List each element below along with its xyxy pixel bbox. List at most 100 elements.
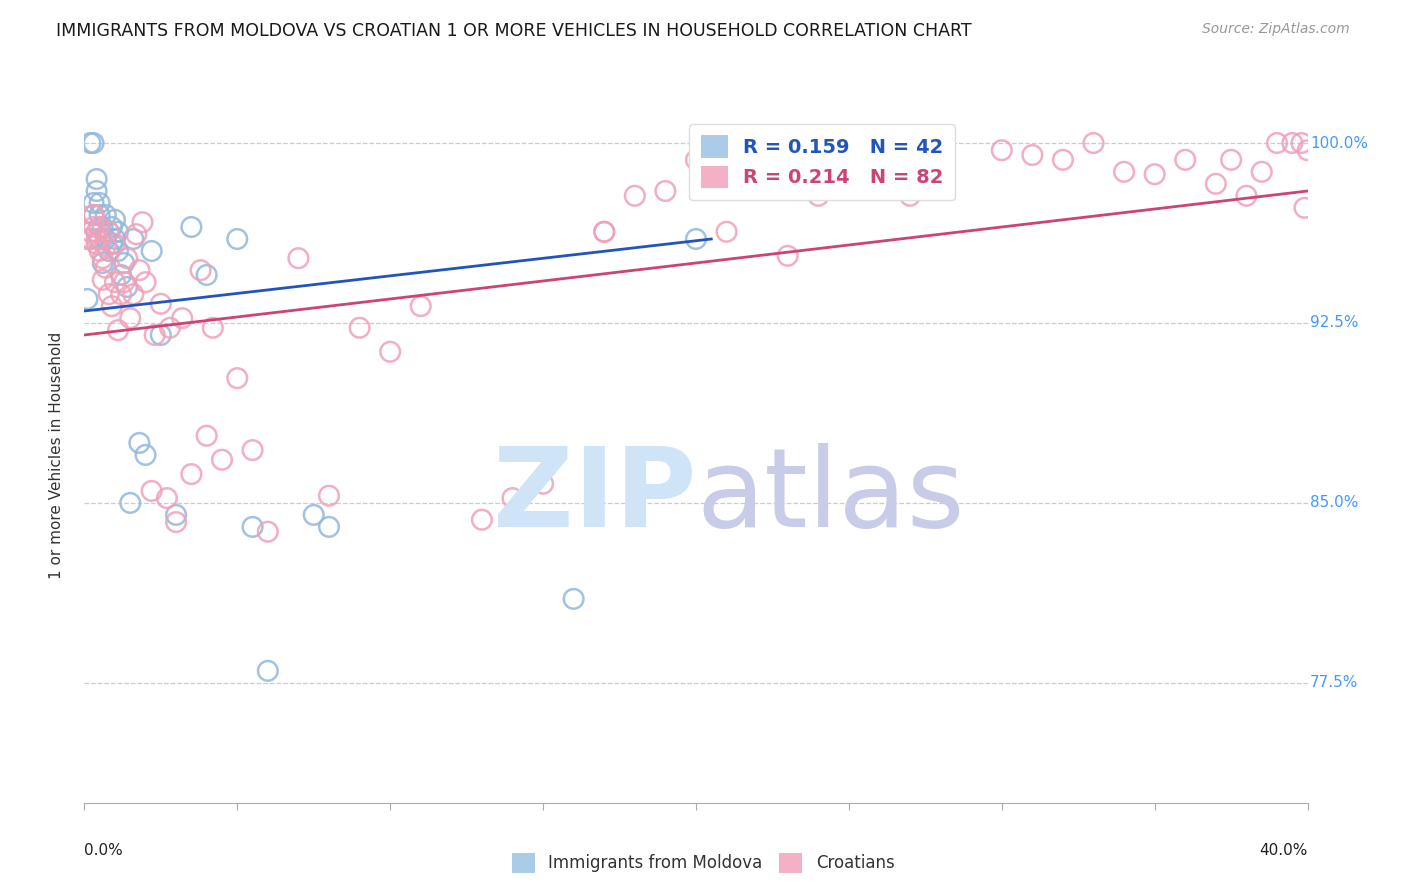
Point xyxy=(83,136,105,150)
Point xyxy=(242,520,264,534)
Point xyxy=(104,275,127,289)
Point xyxy=(318,489,340,503)
Point xyxy=(101,299,124,313)
Point xyxy=(1083,136,1105,150)
Point xyxy=(83,219,105,234)
Point xyxy=(83,208,105,222)
Point xyxy=(1174,153,1197,167)
Text: 77.5%: 77.5% xyxy=(1310,675,1358,690)
Point xyxy=(898,189,921,203)
Point xyxy=(201,320,224,334)
Point xyxy=(89,244,111,258)
Point xyxy=(685,232,707,246)
Point xyxy=(190,263,212,277)
Point xyxy=(94,232,117,246)
Point xyxy=(624,189,647,203)
Point xyxy=(86,232,108,246)
Text: IMMIGRANTS FROM MOLDOVA VS CROATIAN 1 OR MORE VEHICLES IN HOUSEHOLD CORRELATION : IMMIGRANTS FROM MOLDOVA VS CROATIAN 1 OR… xyxy=(56,22,972,40)
Point xyxy=(991,143,1014,157)
Text: 85.0%: 85.0% xyxy=(1310,495,1358,510)
Point xyxy=(135,448,157,462)
Point xyxy=(318,520,340,534)
Point xyxy=(91,273,114,287)
Point xyxy=(149,297,172,311)
Point xyxy=(86,172,108,186)
Point xyxy=(776,249,799,263)
Point xyxy=(91,256,114,270)
Point xyxy=(104,232,127,246)
Point xyxy=(115,251,138,265)
Point xyxy=(531,476,554,491)
Point xyxy=(128,263,150,277)
Point xyxy=(112,275,135,289)
Point xyxy=(104,236,127,251)
Point xyxy=(104,212,127,227)
Point xyxy=(120,311,142,326)
Point xyxy=(1021,148,1043,162)
Point xyxy=(747,177,769,191)
Text: 100.0%: 100.0% xyxy=(1310,136,1368,151)
Point xyxy=(79,136,101,150)
Text: atlas: atlas xyxy=(696,443,965,550)
Point xyxy=(79,232,101,246)
Point xyxy=(471,513,494,527)
Point xyxy=(83,196,105,211)
Point xyxy=(593,225,616,239)
Point xyxy=(89,196,111,211)
Point xyxy=(120,496,142,510)
Point xyxy=(302,508,325,522)
Point xyxy=(131,215,153,229)
Point xyxy=(1234,189,1257,203)
Point xyxy=(107,323,129,337)
Point xyxy=(502,491,524,505)
Point xyxy=(1291,136,1313,150)
Point xyxy=(112,256,135,270)
Point xyxy=(1265,136,1288,150)
Point xyxy=(257,664,280,678)
Point xyxy=(83,208,105,222)
Point xyxy=(79,225,101,239)
Point xyxy=(86,225,108,239)
Text: Source: ZipAtlas.com: Source: ZipAtlas.com xyxy=(1202,22,1350,37)
Point xyxy=(1205,177,1227,191)
Point xyxy=(125,227,148,242)
Point xyxy=(159,320,181,334)
Point xyxy=(122,287,145,301)
Point xyxy=(165,515,187,529)
Text: ZIP: ZIP xyxy=(492,443,696,550)
Point xyxy=(716,225,738,239)
Point xyxy=(86,236,108,251)
Legend: Immigrants from Moldova, Croatians: Immigrants from Moldova, Croatians xyxy=(505,847,901,880)
Point xyxy=(180,219,202,234)
Point xyxy=(94,208,117,222)
Y-axis label: 1 or more Vehicles in Household: 1 or more Vehicles in Household xyxy=(49,331,63,579)
Point xyxy=(287,251,309,265)
Point xyxy=(135,275,157,289)
Text: 40.0%: 40.0% xyxy=(1260,843,1308,858)
Point xyxy=(1296,143,1319,157)
Point xyxy=(195,268,218,282)
Point xyxy=(165,508,187,522)
Point xyxy=(226,232,249,246)
Point xyxy=(685,153,707,167)
Legend: R = 0.159   N = 42, R = 0.214   N = 82: R = 0.159 N = 42, R = 0.214 N = 82 xyxy=(689,124,955,200)
Text: 92.5%: 92.5% xyxy=(1310,316,1358,330)
Point xyxy=(1220,153,1243,167)
Point xyxy=(1250,165,1272,179)
Point xyxy=(115,280,138,294)
Point xyxy=(1052,153,1074,167)
Point xyxy=(128,436,150,450)
Point xyxy=(211,452,233,467)
Point xyxy=(110,268,132,282)
Point xyxy=(89,208,111,222)
Point xyxy=(97,287,120,301)
Point xyxy=(101,236,124,251)
Point xyxy=(91,219,114,234)
Point xyxy=(1143,167,1166,181)
Point xyxy=(838,153,860,167)
Point xyxy=(107,225,129,239)
Point xyxy=(349,320,371,334)
Point xyxy=(380,344,402,359)
Point xyxy=(226,371,249,385)
Point xyxy=(143,328,166,343)
